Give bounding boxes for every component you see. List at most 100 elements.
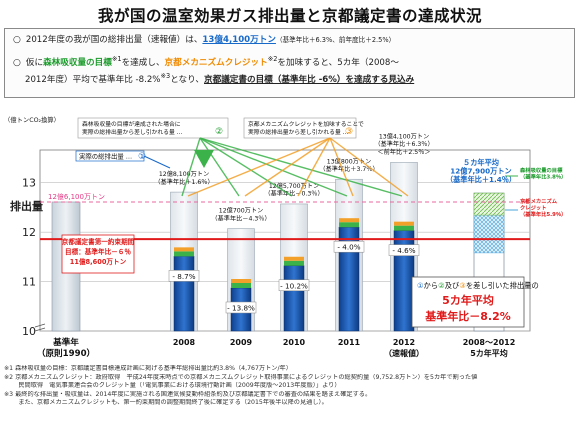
bar-net-emission xyxy=(173,256,195,332)
emission-label: （基準年比＋6.3％） xyxy=(374,140,433,148)
footnote-line: ※3 最終的な排出量・吸収量は、2014年度に実施される国連気候変動枠組条約及び… xyxy=(4,390,372,398)
five-year-avg-label: ５カ年平均 xyxy=(463,158,499,167)
footnote-line: 民間取得 電気事業連合会のクレジット量（「電気事業における環境行動計画（2009… xyxy=(4,382,341,390)
credit-mark xyxy=(394,221,414,226)
x-tick-label: （速報値） xyxy=(384,348,424,358)
pct-label-box xyxy=(278,279,310,292)
target-label: 11億8,600万トン xyxy=(70,257,127,266)
y-tick-label: 10 xyxy=(22,325,36,338)
x-tick-label: （原則1990） xyxy=(37,348,95,359)
target-label: 京都議定書第一約束期間 xyxy=(62,237,135,246)
summary-line-1: ○ 2012年度の我が国の総排出量（速報値）は、13億4,100万トン（基準年比＋… xyxy=(13,35,395,46)
achievement-text: 京都議定書の目標（基準年比 -6%）を達成する見込み xyxy=(204,74,415,85)
credit-mark xyxy=(339,218,359,223)
credit-mark xyxy=(284,256,304,261)
forest-arrow xyxy=(199,137,293,197)
pct-label: - 4.0% xyxy=(337,243,360,252)
x-tick-label: 基準年 xyxy=(52,336,79,348)
result-line-1-part: から xyxy=(424,281,439,290)
circled-1: ① xyxy=(138,152,146,162)
legend-credit-text: （基準年比5.9％） xyxy=(520,210,566,218)
footnote-line: また、京都メカニズムクレジットも、第一約束期間の調整期間終了後に確定する（201… xyxy=(4,399,328,407)
pct-label: - 4.6% xyxy=(392,246,415,255)
credit-mark xyxy=(174,247,194,252)
result-line-1-part: 及び xyxy=(445,281,460,290)
pct-label: - 8.7% xyxy=(172,272,195,281)
footnote-ref: ※1 xyxy=(111,55,122,63)
legend-forest-text: （基準年比3.8％） xyxy=(520,173,566,181)
x-tick-label: 5カ年平均 xyxy=(470,348,508,358)
pct-label: - 13.8% xyxy=(227,303,255,312)
credit-arrow xyxy=(297,137,331,197)
x-tick-label: 2008～2012 xyxy=(463,338,516,347)
circled-2: ② xyxy=(215,127,223,137)
forest-absorption-mark xyxy=(394,225,414,231)
summary-line-2: ○ 仮に森林吸収量の目標※1を達成し、京都メカニズムクレジット※2を加味すると、5… xyxy=(13,54,399,69)
credit-arrow xyxy=(329,137,354,197)
result-line-1-part: ① xyxy=(417,281,424,290)
credit-arrow xyxy=(187,137,331,197)
emission-label: （基準年比－0.3％） xyxy=(264,190,323,198)
y-axis-label: 排出量 xyxy=(10,199,43,213)
y-tick-label: 12 xyxy=(22,226,36,239)
pct-label: - 10.2% xyxy=(280,281,308,290)
emission-label: （基準年比＋1.6％） xyxy=(154,178,213,186)
credit-arrow xyxy=(329,137,409,197)
bullet-circle: ○ xyxy=(13,35,21,45)
emission-label: 12億8,100万トン xyxy=(159,170,209,178)
emission-label: （基準年比－4.3％） xyxy=(211,214,270,222)
callout-credit-box xyxy=(243,117,357,139)
summary-text: を加味すると、5カ年（2008～ xyxy=(277,57,399,68)
forest-arrow xyxy=(199,137,403,197)
target-box xyxy=(61,234,135,274)
pct-label-box xyxy=(333,240,365,253)
footnote-ref: ※2 xyxy=(267,55,278,63)
result-line-1: ①から②及び③を差し引いた排出量の xyxy=(417,281,539,290)
forest-absorption-mark xyxy=(174,251,194,257)
footnote-line: ※1 森林吸収量の目標：京都議定書目標達成計画に掲げる基準年総排出量比約3.8%… xyxy=(4,365,292,372)
result-line-2: 5カ年平均 xyxy=(442,293,494,307)
y-axis-unit: （億トンCO₂換算） xyxy=(4,115,60,124)
y-tick-label: 13 xyxy=(22,177,36,190)
x-tick-label: 2011 xyxy=(338,338,361,347)
legend-credit-text: 京都メカニズム xyxy=(520,197,558,205)
bullet-circle: ○ xyxy=(13,57,21,68)
credit-arrow xyxy=(244,137,331,197)
emission-label: 13億4,100万トン xyxy=(379,132,429,140)
five-year-avg-label: 12億7,900万トン xyxy=(450,167,512,176)
callout-credit-text: 京都メカニズムクレジットを加味することで xyxy=(248,120,364,128)
summary-text: を達成し、 xyxy=(121,57,165,68)
legend-credit-text: クレジット xyxy=(520,204,547,212)
x-tick-label: 2008 xyxy=(173,338,196,347)
legend-forest-text: 森林吸収量の目標 xyxy=(520,166,563,174)
emission-label: 13億800万トン xyxy=(327,157,371,165)
callout-actual-text: 実際の総排出量 … xyxy=(79,152,132,161)
result-line-1-part: ③ xyxy=(459,281,466,290)
y-tick-label: 11 xyxy=(22,276,36,289)
credit-text: 京都メカニズムクレジット xyxy=(164,57,268,68)
emission-label: 12億5,700万トン xyxy=(269,182,319,190)
forest-arrow xyxy=(199,137,348,197)
total-emission-value: 13億4,100万トン xyxy=(202,35,276,45)
callout-forest-text: 森林吸収量の目標が達成された場合に xyxy=(82,120,181,128)
pct-label-box xyxy=(168,270,200,282)
result-line-1-part: ② xyxy=(438,281,445,290)
callout-forest-text: 実際の総排出量から差し引かれる量 … xyxy=(82,128,183,136)
footnote-ref: ※3 xyxy=(160,72,171,80)
result-box xyxy=(411,276,525,328)
circled-3: ③ xyxy=(345,127,353,137)
actual-arrow xyxy=(143,155,171,169)
axis-break-mark xyxy=(34,323,46,332)
target-label: 目標：基準年比－６％ xyxy=(65,247,131,256)
credit-mark xyxy=(231,278,251,283)
x-tick-label: 2009 xyxy=(230,338,253,347)
summary-text: 2012年度の我が国の総排出量（速報値）は、 xyxy=(25,35,203,45)
bar-net-emission xyxy=(283,265,305,332)
summary-text: 仮に xyxy=(25,57,44,68)
pct-label-box xyxy=(225,301,257,314)
summary-text: となり、 xyxy=(170,74,204,85)
forest-arrow xyxy=(199,137,240,197)
x-tick-label: 2010 xyxy=(283,338,306,347)
base-year-label: 12億6,100万トン xyxy=(48,192,105,201)
